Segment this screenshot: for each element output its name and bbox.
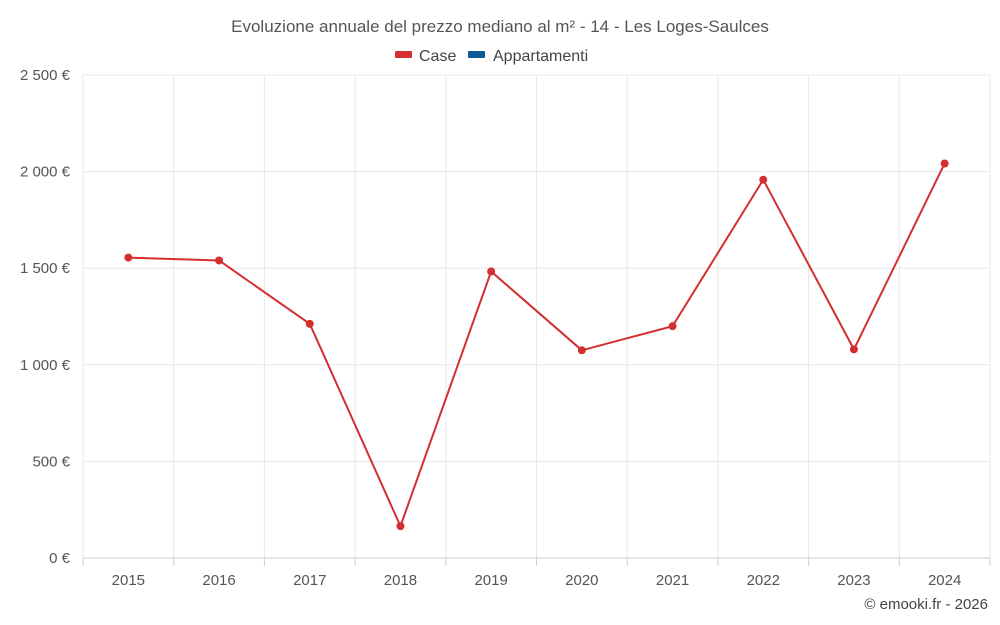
legend-item-case[interactable]: Case [395, 48, 456, 65]
chart-title: Evoluzione annuale del prezzo mediano al… [231, 17, 769, 36]
y-tick-label: 1 500 € [20, 260, 71, 277]
data-point-case[interactable] [305, 319, 314, 328]
data-point-case[interactable] [940, 159, 949, 168]
x-tick-label: 2023 [837, 572, 870, 589]
y-tick-label: 2 000 € [20, 164, 71, 181]
y-tick-label: 2 500 € [20, 67, 71, 84]
data-point-case[interactable] [577, 346, 586, 355]
y-tick-label: 500 € [32, 453, 70, 470]
data-point-case[interactable] [759, 175, 768, 184]
y-tick-label: 1 000 € [20, 357, 71, 374]
data-point-case[interactable] [668, 322, 677, 331]
legend-label-appartamenti: Appartamenti [493, 48, 588, 65]
x-axis-ticks: 2015 2016 2017 2018 2019 2020 2021 2022 2023 2024 [82, 558, 991, 589]
grid [82, 74, 991, 558]
x-tick-label: 2021 [656, 572, 689, 589]
x-tick-label: 2015 [112, 572, 145, 589]
x-tick-label: 2017 [293, 572, 326, 589]
y-tick-label: 0 € [49, 550, 71, 567]
data-point-case[interactable] [487, 267, 496, 276]
x-tick-label: 2018 [384, 572, 417, 589]
series-case [124, 159, 949, 531]
x-tick-label: 2019 [474, 572, 507, 589]
series-line-case [128, 163, 946, 528]
credit-text: © emooki.fr - 2026 [864, 596, 988, 613]
data-point-case[interactable] [215, 256, 224, 265]
x-tick-label: 2020 [565, 572, 598, 589]
x-tick-label: 2022 [747, 572, 780, 589]
legend-item-appartamenti[interactable]: Appartamenti [468, 48, 588, 65]
x-tick-label: 2024 [928, 572, 961, 589]
legend-swatch-case [395, 51, 412, 58]
legend-label-case: Case [419, 48, 456, 65]
data-point-case[interactable] [124, 253, 133, 262]
legend-swatch-appartamenti [468, 51, 485, 58]
data-point-case[interactable] [396, 522, 405, 531]
y-axis-ticks: 0 € 500 € 1 000 € 1 500 € 2 000 € 2 500 € [20, 67, 71, 567]
data-point-case[interactable] [849, 345, 858, 354]
legend: Case Appartamenti [395, 48, 588, 65]
x-tick-label: 2016 [202, 572, 235, 589]
